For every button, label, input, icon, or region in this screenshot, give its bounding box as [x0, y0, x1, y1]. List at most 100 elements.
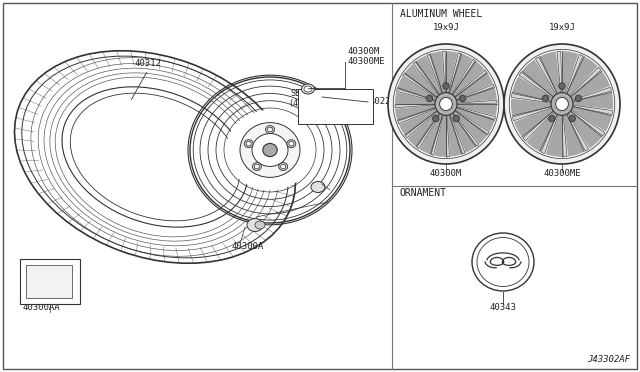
Ellipse shape: [278, 163, 287, 170]
Polygon shape: [449, 114, 465, 154]
Ellipse shape: [252, 163, 261, 170]
Polygon shape: [511, 93, 552, 103]
Polygon shape: [565, 54, 583, 94]
Circle shape: [460, 95, 466, 102]
Polygon shape: [456, 100, 497, 104]
Polygon shape: [408, 111, 440, 147]
Ellipse shape: [263, 144, 277, 157]
Polygon shape: [570, 71, 610, 100]
Text: 40312: 40312: [134, 59, 161, 68]
Polygon shape: [454, 110, 489, 134]
Text: 40300A: 40300A: [232, 242, 264, 251]
Polygon shape: [451, 59, 476, 95]
Ellipse shape: [266, 126, 275, 134]
Polygon shape: [403, 74, 438, 99]
Polygon shape: [454, 70, 487, 98]
Polygon shape: [452, 112, 479, 146]
Polygon shape: [430, 51, 445, 94]
Polygon shape: [562, 51, 579, 94]
Ellipse shape: [556, 97, 568, 110]
Text: 40300M: 40300M: [348, 47, 380, 56]
Ellipse shape: [240, 123, 300, 177]
Polygon shape: [431, 114, 444, 155]
Circle shape: [453, 115, 460, 122]
Ellipse shape: [247, 218, 263, 231]
Ellipse shape: [244, 140, 253, 148]
Ellipse shape: [287, 140, 296, 148]
Circle shape: [542, 95, 548, 102]
Polygon shape: [536, 57, 557, 95]
Polygon shape: [446, 51, 458, 93]
Polygon shape: [541, 114, 559, 154]
Polygon shape: [514, 108, 554, 137]
Polygon shape: [572, 105, 612, 115]
Polygon shape: [557, 51, 562, 93]
Ellipse shape: [311, 182, 325, 192]
Ellipse shape: [255, 221, 265, 229]
Polygon shape: [453, 110, 487, 144]
Bar: [26, 265, 72, 298]
Text: 19x9J: 19x9J: [548, 23, 575, 32]
Polygon shape: [427, 54, 443, 94]
Ellipse shape: [70, 93, 240, 221]
Ellipse shape: [477, 237, 529, 286]
Polygon shape: [397, 108, 436, 124]
Polygon shape: [416, 55, 442, 95]
Circle shape: [575, 95, 582, 102]
Ellipse shape: [304, 86, 312, 92]
Polygon shape: [540, 52, 561, 94]
Polygon shape: [447, 114, 462, 157]
Polygon shape: [526, 112, 557, 151]
Polygon shape: [456, 88, 497, 103]
Text: 40224: 40224: [370, 97, 397, 106]
Text: (40700M): (40700M): [288, 99, 328, 108]
Polygon shape: [397, 77, 437, 101]
Text: 19x9J: 19x9J: [433, 23, 460, 32]
Polygon shape: [563, 114, 584, 156]
Polygon shape: [456, 84, 494, 101]
Ellipse shape: [246, 141, 251, 146]
Ellipse shape: [254, 164, 259, 169]
Circle shape: [433, 115, 439, 122]
Polygon shape: [456, 104, 497, 116]
Polygon shape: [571, 106, 612, 132]
Polygon shape: [420, 113, 443, 154]
Polygon shape: [566, 113, 589, 151]
Text: 40300ME: 40300ME: [543, 169, 581, 178]
Ellipse shape: [252, 134, 288, 166]
Text: ORNAMENT: ORNAMENT: [400, 188, 447, 198]
Ellipse shape: [281, 164, 285, 169]
Polygon shape: [452, 61, 484, 97]
Polygon shape: [566, 57, 598, 96]
Polygon shape: [572, 87, 611, 102]
Ellipse shape: [301, 84, 314, 94]
Polygon shape: [523, 111, 555, 141]
Bar: [20, 259, 80, 304]
Polygon shape: [546, 114, 562, 157]
Polygon shape: [397, 89, 436, 102]
Ellipse shape: [62, 87, 248, 227]
Polygon shape: [511, 99, 552, 116]
Text: 40343: 40343: [490, 303, 516, 312]
Text: 40300M: 40300M: [430, 169, 462, 178]
Polygon shape: [519, 72, 554, 98]
Polygon shape: [435, 115, 446, 157]
Text: 40300AA: 40300AA: [22, 303, 60, 312]
Polygon shape: [455, 108, 495, 131]
Polygon shape: [513, 106, 552, 121]
Ellipse shape: [472, 233, 534, 291]
Text: 40300ME: 40300ME: [348, 57, 386, 66]
Text: J43302AF: J43302AF: [587, 355, 630, 364]
Ellipse shape: [551, 93, 573, 115]
Polygon shape: [417, 113, 440, 149]
Text: ALUMINUM WHEEL: ALUMINUM WHEEL: [400, 9, 483, 19]
Ellipse shape: [289, 141, 294, 146]
Text: SEC.253: SEC.253: [291, 89, 326, 98]
Polygon shape: [395, 105, 436, 120]
Polygon shape: [568, 111, 602, 148]
Polygon shape: [512, 76, 553, 102]
Polygon shape: [456, 106, 495, 119]
Polygon shape: [562, 115, 567, 157]
Circle shape: [548, 115, 555, 122]
Bar: [298, 89, 373, 124]
